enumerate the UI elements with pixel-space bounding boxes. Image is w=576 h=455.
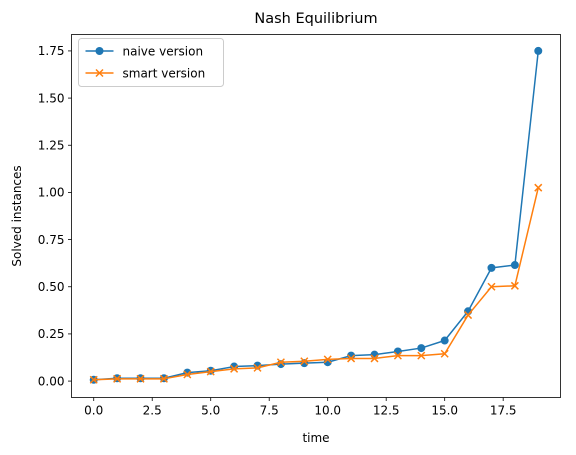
x-axis: 0.0 2.5 5.0 7.5 10.0 12.5 15.0 17.5 (84, 397, 517, 418)
x-tick-label: 7.5 (260, 404, 279, 418)
data-point (487, 282, 496, 291)
data-point (136, 374, 145, 383)
data-point (417, 344, 426, 353)
data-point (89, 375, 98, 384)
x-tick-label: 0.0 (84, 404, 103, 418)
legend-box (78, 38, 224, 87)
y-tick-label: 1.50 (38, 91, 65, 105)
data-point (510, 281, 519, 290)
data-point (230, 364, 239, 373)
plot-area (71, 34, 561, 398)
data-point (534, 183, 543, 192)
data-point (159, 374, 168, 383)
data-point (393, 347, 402, 356)
series-line (93, 187, 539, 381)
legend-marker (95, 47, 104, 55)
y-axis-label: Solved instances (10, 165, 24, 266)
series-layer (89, 46, 543, 384)
legend-entry: smart version (85, 66, 206, 80)
y-tick-label: 0.50 (38, 280, 65, 294)
series-0 (89, 46, 543, 384)
data-point (464, 311, 473, 320)
x-axis-label: time (302, 431, 329, 445)
y-tick-label: 0.00 (38, 374, 65, 388)
y-tick-label: 0.25 (38, 327, 65, 341)
series-1 (89, 183, 543, 384)
y-axis: 0.00 0.25 0.50 0.75 1.00 1.25 1.50 1.75 (38, 44, 72, 388)
legend-label: smart version (123, 66, 206, 80)
data-point (347, 351, 356, 360)
legend-label: naive version (123, 44, 204, 58)
data-point (206, 367, 215, 376)
data-point (276, 358, 285, 367)
data-point (183, 370, 192, 379)
data-point (300, 357, 309, 366)
data-point (510, 261, 519, 270)
data-point (393, 351, 402, 360)
data-point (440, 349, 449, 358)
legend-entry: naive version (85, 44, 204, 58)
legend: naive version smart version (78, 38, 224, 87)
y-tick-label: 1.75 (38, 44, 65, 58)
data-point (370, 354, 379, 363)
data-point (113, 374, 122, 383)
legend-marker (95, 68, 104, 78)
x-tick-label: 17.5 (490, 404, 517, 418)
data-point (440, 336, 449, 345)
data-point (323, 355, 332, 364)
chart-title: Nash Equilibrium (254, 11, 377, 27)
x-tick-label: 10.0 (314, 404, 341, 418)
x-tick-label: 2.5 (143, 404, 162, 418)
y-tick-label: 0.75 (38, 233, 65, 247)
data-point (487, 263, 496, 272)
y-tick-label: 1.00 (38, 186, 65, 200)
x-tick-label: 12.5 (373, 404, 400, 418)
data-point (253, 363, 262, 372)
series-line (93, 50, 540, 381)
y-tick-label: 1.25 (38, 139, 65, 153)
data-point (534, 46, 543, 55)
data-point (347, 354, 356, 363)
data-point (417, 351, 426, 360)
x-tick-label: 5.0 (201, 404, 220, 418)
x-tick-label: 15.0 (431, 404, 458, 418)
